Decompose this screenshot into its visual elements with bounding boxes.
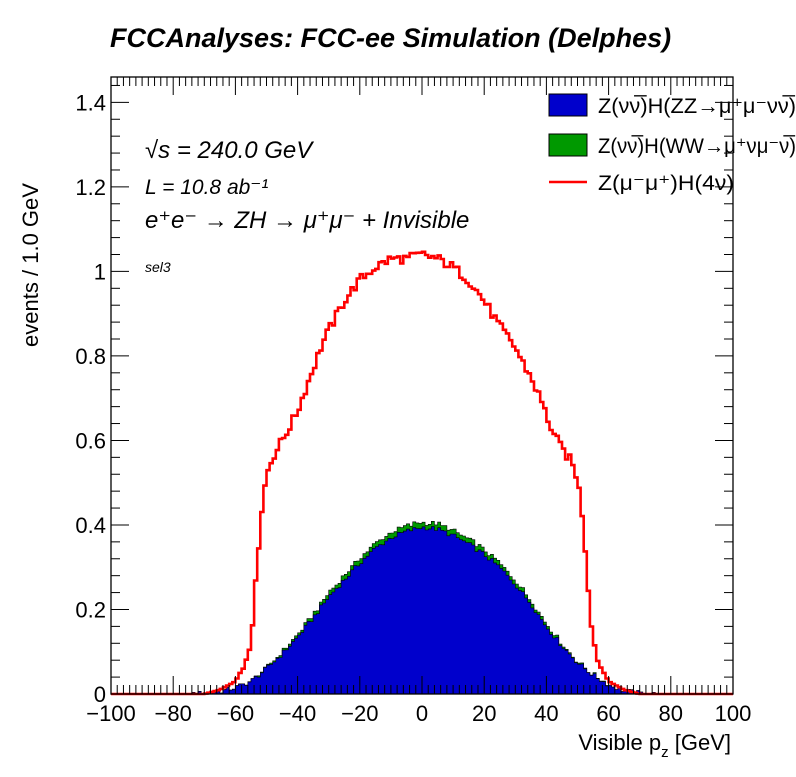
plot-area: −100 −80 −60 −40 −20 0 20 40 60 80 100 0 0.2 0.4 0.6 0.… [75,76,751,726]
annotation-luminosity: L = 10.8 ab⁻¹ [145,176,268,199]
legend-label: Z(νν̅)H(WW→μ⁺νμ⁻ν̅) [598,135,796,158]
legend: Z(νν̅)H(ZZ→μ⁺μ⁻νν̅) Z(νν̅)H(WW→μ⁺νμ⁻ν̅) Z(… [548,93,796,195]
series-line-1 [111,250,733,696]
x-axis-title-subscript: z [661,744,669,761]
y-tick-label: 0.2 [75,597,106,622]
x-tick-label: −20 [341,701,378,726]
series-fill-1 [111,526,733,695]
x-tick-label: 0 [416,701,428,726]
legend-swatch [548,133,588,157]
y-tick-label: 1 [94,259,106,284]
legend-entry-2: Z(νν̅)H(WW→μ⁺νμ⁻ν̅) [548,133,796,158]
x-axis-title: Visible pz [GeV] [578,730,731,761]
y-tick-label: 1.2 [75,175,106,200]
annotation-selection: sel3 [145,259,171,275]
y-tick-label: 0 [94,682,106,707]
x-axis-title-unit: [GeV] [669,730,731,755]
annotation-sqrt-s: √s = 240.0 GeV [145,137,314,164]
annotation-process: e⁺e⁻ → ZH → μ⁺μ⁻ + Invisible [145,207,469,234]
x-tick-label: −100 [86,701,136,726]
legend-label: Z(μ⁻μ⁺)H(4ν) [598,172,734,195]
stacked-fills [111,521,733,695]
x-axis-title-main: Visible p [578,730,661,755]
y-tick-label: 1.4 [75,90,106,115]
x-tick-label: 40 [534,701,558,726]
y-tick-label: 0.6 [75,428,106,453]
x-tick-label: 100 [715,701,752,726]
x-tick-label: −60 [217,701,254,726]
y-tick-label: 0.4 [75,513,106,538]
y-axis-title: events / 1.0 GeV [18,183,43,347]
x-tick-label: −80 [155,701,192,726]
legend-entry-3: Z(μ⁻μ⁺)H(4ν) [549,172,734,195]
x-tick-label: 80 [659,701,683,726]
chart-title: FCCAnalyses: FCC-ee Simulation (Delphes) [110,23,671,53]
y-tick-label: 0.8 [75,344,106,369]
axis-ticks [110,77,734,695]
x-tick-label: 60 [596,701,620,726]
legend-label: Z(νν̅)H(ZZ→μ⁺μ⁻νν̅) [598,95,796,118]
tick-labels: −100 −80 −60 −40 −20 0 20 40 60 80 100 0 0.2 0.4 0.6 0.… [75,90,751,726]
legend-entry-1: Z(νν̅)H(ZZ→μ⁺μ⁻νν̅) [548,93,796,118]
x-tick-label: 20 [472,701,496,726]
annotations: √s = 240.0 GeV L = 10.8 ab⁻¹ e⁺e⁻ → ZH →… [145,137,469,275]
line-series [111,250,733,696]
x-tick-label: −40 [279,701,316,726]
legend-swatch [548,93,588,117]
